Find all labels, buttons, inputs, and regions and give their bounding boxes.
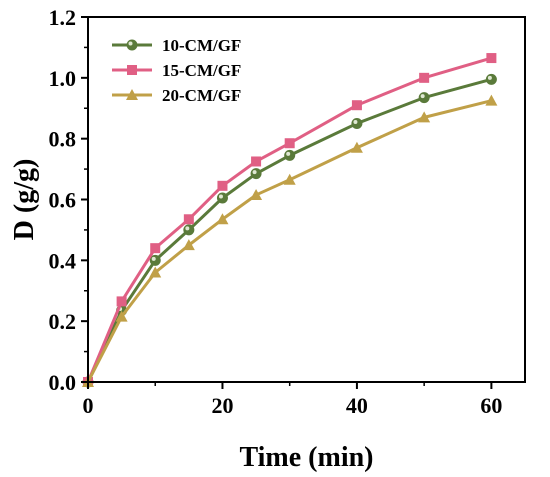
series-3 (82, 94, 498, 387)
legend-label: 20-CM/GF (162, 86, 241, 105)
data-point (485, 94, 498, 106)
axes-layer: 0 20 40 60 0.0 0.2 0.4 0.6 0.8 1.0 1.2 (49, 5, 526, 418)
data-point (217, 180, 228, 191)
legend-label: 10-CM/GF (162, 36, 241, 55)
data-point (250, 168, 262, 180)
data-point (284, 138, 295, 149)
x-axis-title: Time (min) (239, 442, 373, 473)
y-axis-title: D (g/g) (9, 159, 40, 241)
data-point (216, 192, 228, 204)
data-point (418, 92, 430, 104)
plot-frame (87, 16, 526, 383)
series-line (86, 77, 492, 383)
data-point (182, 239, 195, 251)
legend: 10-CM/GF 15-CM/GF 20-CM/GF (112, 36, 241, 105)
series-line (86, 56, 492, 383)
legend-entry: 10-CM/GF (112, 36, 241, 55)
series-layer (82, 53, 498, 388)
data-point (183, 224, 195, 236)
y-tick-label: 0.0 (49, 370, 77, 395)
y-tick-label: 1.2 (49, 5, 77, 30)
data-point (486, 53, 497, 64)
data-point (283, 173, 296, 185)
data-point (351, 100, 362, 111)
x-tick-label: 20 (211, 393, 233, 418)
data-point (250, 188, 263, 200)
data-point (418, 111, 431, 123)
y-tick-label: 0.8 (49, 127, 77, 152)
legend-entry: 15-CM/GF (112, 61, 241, 80)
x-tick-label: 60 (480, 393, 502, 418)
legend-marker (126, 39, 138, 51)
data-point (284, 149, 296, 161)
series-1 (82, 73, 497, 388)
series-2 (83, 53, 497, 387)
data-point (150, 243, 161, 254)
data-point (485, 73, 497, 85)
series-line (86, 99, 492, 383)
y-tick-label: 0.4 (49, 248, 77, 273)
x-tick-label: 0 (83, 393, 94, 418)
y-tick-label: 0.2 (49, 309, 77, 334)
legend-label: 15-CM/GF (162, 61, 241, 80)
legend-marker (126, 89, 138, 100)
data-point (116, 296, 127, 307)
legend-entry: 20-CM/GF (112, 86, 241, 105)
data-point (351, 117, 363, 129)
data-point (419, 72, 430, 83)
x-tick-label: 40 (346, 393, 368, 418)
data-point (115, 310, 128, 322)
data-point (350, 141, 363, 153)
data-point (216, 213, 229, 225)
y-tick-label: 0.6 (49, 188, 77, 213)
data-point (149, 254, 161, 266)
data-point (251, 156, 262, 167)
data-point (149, 266, 162, 278)
legend-marker (127, 65, 137, 75)
data-point (183, 214, 194, 225)
y-tick-label: 1.0 (49, 66, 77, 91)
